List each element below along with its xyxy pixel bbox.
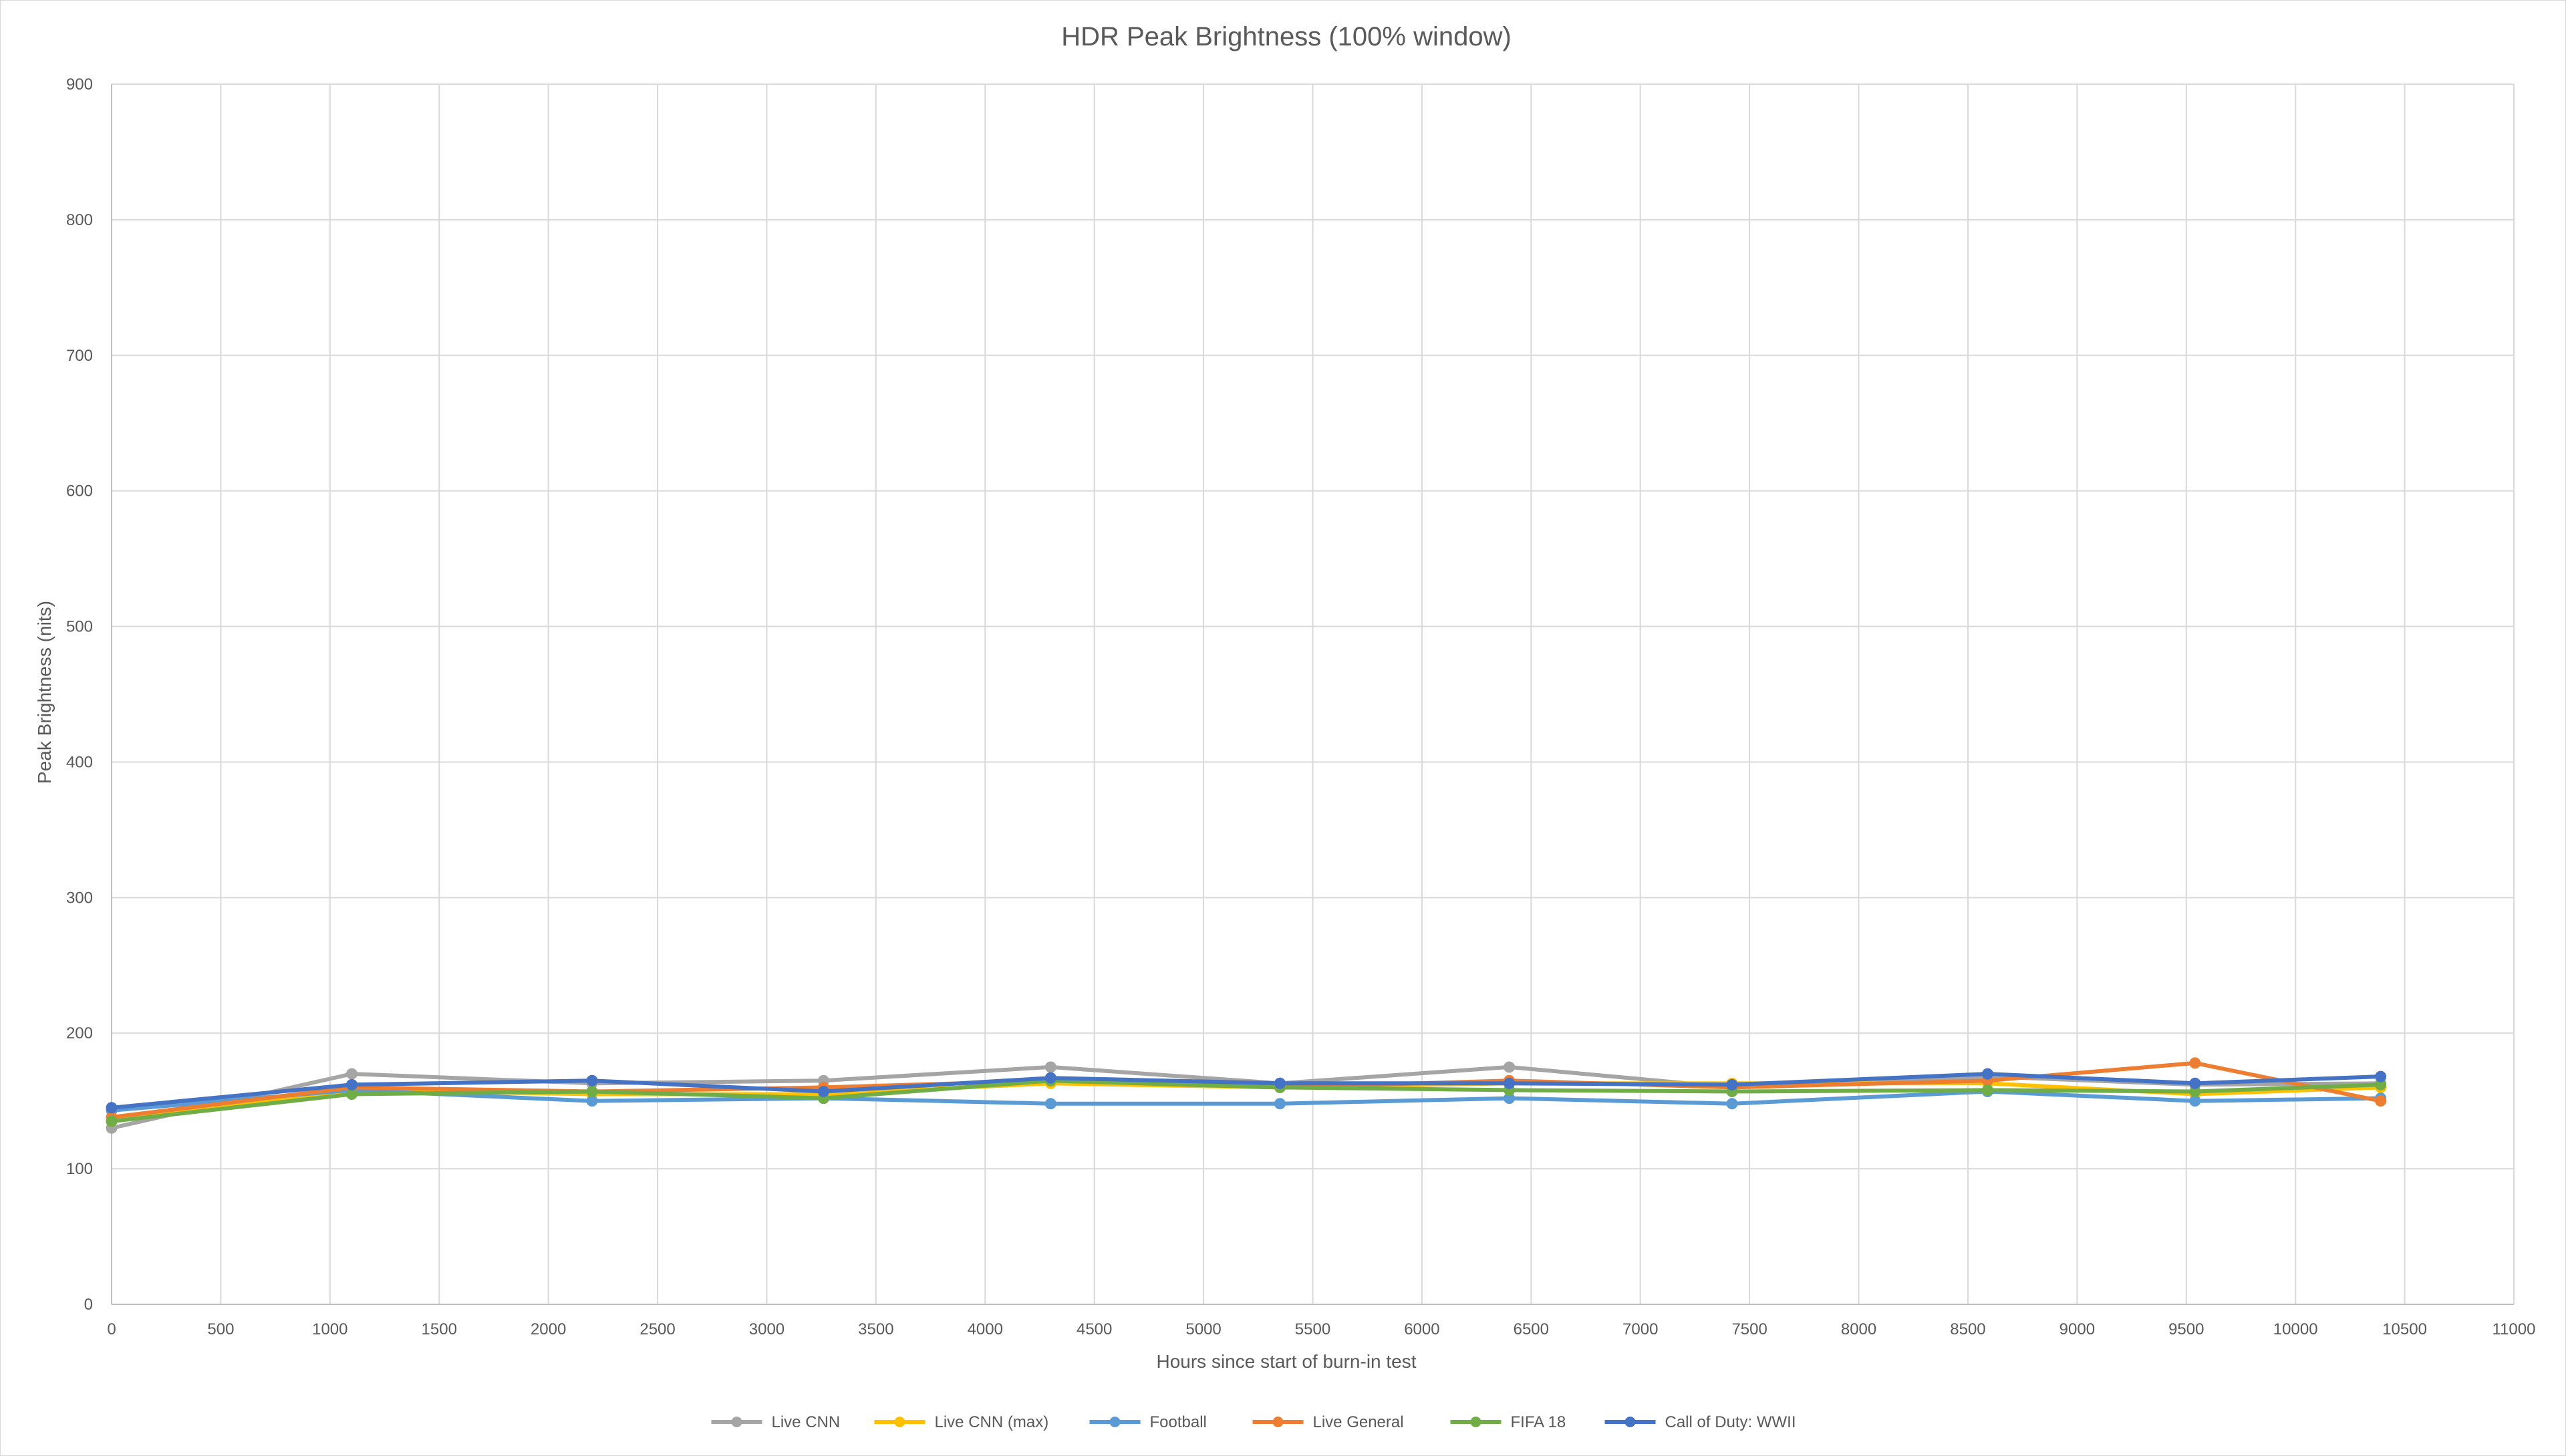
x-axis-title: Hours since start of burn-in test — [1156, 1351, 1416, 1372]
x-tick-label: 5000 — [1185, 1320, 1221, 1338]
x-tick-label: 11000 — [2492, 1320, 2536, 1338]
legend-item-live-cnn-max: Live CNN (max) — [874, 1413, 1049, 1431]
data-point-football — [1044, 1098, 1056, 1110]
legend-swatch-marker — [731, 1417, 742, 1427]
x-tick-label: 1000 — [312, 1320, 347, 1338]
x-tick-label: 2500 — [639, 1320, 675, 1338]
x-tick-label: 7000 — [1622, 1320, 1658, 1338]
series-live-cnn — [106, 1061, 2387, 1134]
data-point-football — [586, 1095, 598, 1107]
series-call-of-duty-wwii — [106, 1068, 2387, 1114]
x-tick-label: 1500 — [422, 1320, 457, 1338]
chart-title: HDR Peak Brightness (100% window) — [1061, 22, 1512, 51]
y-tick-label: 300 — [66, 889, 93, 907]
legend-item-live-general: Live General — [1252, 1413, 1404, 1431]
data-point-call-of-duty-wwii — [586, 1074, 598, 1086]
legend-label: Live CNN (max) — [935, 1413, 1049, 1431]
data-point-call-of-duty-wwii — [2375, 1070, 2387, 1082]
legend-swatch-marker — [1109, 1417, 1121, 1427]
data-point-call-of-duty-wwii — [1726, 1078, 1738, 1090]
legend-label: Call of Duty: WWII — [1665, 1413, 1796, 1431]
y-tick-label: 500 — [66, 618, 93, 636]
x-tick-label: 4000 — [968, 1320, 1003, 1338]
y-axis-title: Peak Brightness (nits) — [34, 601, 55, 784]
data-point-live-cnn — [1044, 1061, 1056, 1073]
legend-label: Live CNN — [772, 1413, 841, 1431]
legend-item-live-cnn: Live CNN — [711, 1413, 841, 1431]
x-tick-label: 6000 — [1404, 1320, 1439, 1338]
legend-swatch-marker — [1470, 1417, 1481, 1427]
data-point-live-general — [2189, 1057, 2201, 1069]
data-point-call-of-duty-wwii — [2189, 1077, 2201, 1089]
legend-label: FIFA 18 — [1511, 1413, 1566, 1431]
data-point-call-of-duty-wwii — [1274, 1077, 1286, 1089]
data-point-fifa-18 — [106, 1115, 118, 1127]
y-tick-label: 100 — [66, 1160, 93, 1178]
y-tick-label: 800 — [66, 211, 93, 229]
data-point-football — [1274, 1098, 1286, 1110]
data-point-call-of-duty-wwii — [106, 1102, 118, 1114]
gridlines — [112, 84, 2515, 1304]
axes — [111, 84, 2514, 1305]
legend-item-call-of-duty-wwii: Call of Duty: WWII — [1604, 1413, 1796, 1431]
y-tick-label: 200 — [66, 1024, 93, 1042]
data-point-fifa-18 — [346, 1088, 358, 1101]
y-tick-label: 0 — [84, 1296, 93, 1314]
x-tick-label: 7500 — [1731, 1320, 1767, 1338]
data-point-live-general — [2375, 1095, 2387, 1107]
x-tick-label: 500 — [207, 1320, 234, 1338]
legend-swatch-marker — [894, 1417, 905, 1427]
data-point-fifa-18 — [586, 1085, 598, 1097]
x-tick-label: 8000 — [1841, 1320, 1876, 1338]
x-tick-label: 9500 — [2168, 1320, 2204, 1338]
legend-item-football: Football — [1089, 1413, 1207, 1431]
data-point-call-of-duty-wwii — [817, 1085, 829, 1097]
x-tick-label: 0 — [107, 1320, 116, 1338]
legend-label: Football — [1150, 1413, 1207, 1431]
x-tick-label: 6500 — [1514, 1320, 1549, 1338]
y-tick-label: 600 — [66, 482, 93, 500]
legend-item-fifa-18: FIFA 18 — [1450, 1413, 1566, 1431]
y-tick-label: 400 — [66, 753, 93, 771]
x-tick-label: 3500 — [858, 1320, 893, 1338]
x-tick-label: 2000 — [531, 1320, 566, 1338]
legend-label: Live General — [1313, 1413, 1404, 1431]
y-tick-label: 700 — [66, 347, 93, 365]
x-tick-label: 5500 — [1295, 1320, 1330, 1338]
data-point-live-cnn — [346, 1068, 358, 1080]
data-point-fifa-18 — [1981, 1084, 1993, 1096]
x-tick-label: 4500 — [1077, 1320, 1112, 1338]
x-tick-label: 3000 — [749, 1320, 785, 1338]
x-tick-label: 9000 — [2059, 1320, 2095, 1338]
data-point-call-of-duty-wwii — [1504, 1077, 1516, 1089]
legend-swatch-marker — [1272, 1417, 1284, 1427]
legend: Live CNN Live CNN (max) Football Live Gener… — [711, 1413, 1796, 1431]
data-point-football — [1726, 1098, 1738, 1110]
x-tick-label: 10000 — [2273, 1320, 2318, 1338]
x-tick-label: 8500 — [1950, 1320, 1985, 1338]
data-point-football — [2189, 1095, 2201, 1107]
legend-swatch-marker — [1624, 1417, 1636, 1427]
y-tick-label: 900 — [66, 76, 93, 94]
data-point-call-of-duty-wwii — [346, 1078, 358, 1090]
data-point-call-of-duty-wwii — [1981, 1068, 1993, 1080]
series-lines — [106, 1057, 2387, 1134]
x-tick-label: 10500 — [2382, 1320, 2427, 1338]
data-point-call-of-duty-wwii — [1044, 1072, 1056, 1084]
data-point-live-cnn — [1504, 1061, 1516, 1073]
